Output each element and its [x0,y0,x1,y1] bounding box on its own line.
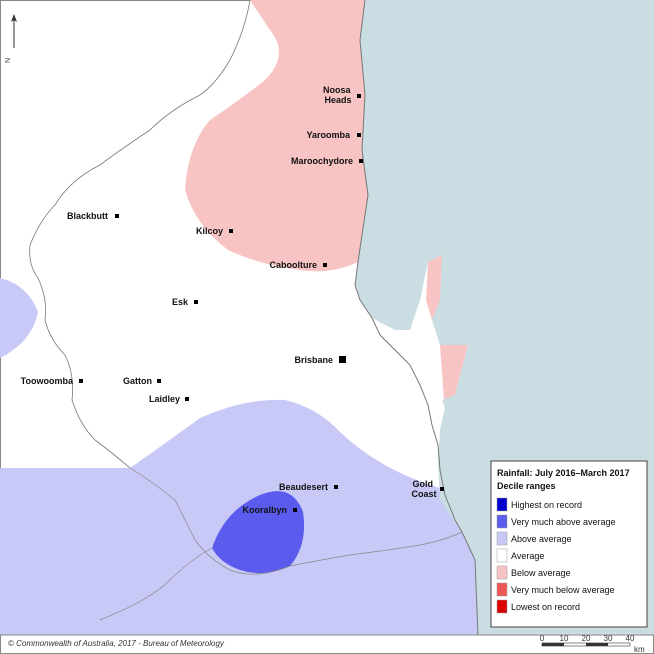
label-beaudesert: Beaudesert [279,482,328,492]
marker-yaroomba [357,133,361,137]
legend-swatch [496,497,508,512]
scale-bar-segment [586,643,608,646]
below-average-region-north [185,0,368,272]
label-brisbane: Brisbane [294,355,333,365]
legend-label: Lowest on record [511,602,580,612]
legend-swatch [496,599,508,614]
inland-boundary-south [99,547,213,621]
marker-caboolture [323,263,327,267]
marker-esk [194,300,198,304]
label-esk: Esk [172,297,189,307]
legend-label: Below average [511,568,571,578]
legend-label: Above average [511,534,572,544]
very-much-above-average-region [212,491,305,574]
legend-label: Highest on record [511,500,582,510]
legend-title: Rainfall: July 2016–March 2017 [497,468,630,478]
marker-noosa-heads [357,94,361,98]
legend-items: Highest on record Very much above average… [496,497,616,614]
marker-laidley [185,397,189,401]
scale-bar: 0 10 20 30 40 km [540,634,645,654]
label-kooralbyn: Kooralbyn [242,505,287,515]
marker-kooralbyn [293,508,297,512]
scale-unit: km [634,645,645,654]
coastline [354,0,479,636]
marker-toowoomba [79,379,83,383]
legend-box [490,460,648,628]
north-arrow: N [5,14,17,63]
label-kilcoy: Kilcoy [196,226,223,236]
north-arrow-icon [11,14,17,22]
scale-tick-label: 40 [626,634,635,643]
legend: Rainfall: July 2016–March 2017 Decile ra… [490,460,648,628]
label-yaroomba: Yaroomba [306,130,351,140]
marker-beaudesert [334,485,338,489]
legend-swatch [496,531,508,546]
marker-gold-coast [440,487,444,491]
legend-subtitle: Decile ranges [497,481,556,491]
label-noosa-heads: Noosa Heads [323,85,353,105]
legend-label: Very much above average [511,517,616,527]
label-maroochydore: Maroochydore [291,156,353,166]
label-gatton: Gatton [123,376,152,386]
marker-blackbutt [115,214,119,218]
scale-tick-label: 30 [604,634,613,643]
marker-gatton [157,379,161,383]
scale-tick-label: 20 [582,634,591,643]
inland-boundary [129,467,463,575]
scale-tick-label: 0 [540,634,545,643]
north-arrow-label: N [5,58,12,63]
marker-brisbane [339,356,346,363]
above-average-region-west [0,278,38,358]
label-blackbutt: Blackbutt [67,211,108,221]
label-gold-coast: Gold Coast [411,479,436,499]
copyright-footer: © Commonwealth of Australia, 2017 - Bure… [8,639,225,648]
legend-label: Average [511,551,544,561]
region-boundary [29,0,251,469]
below-average-region-island-north [426,255,442,320]
label-laidley: Laidley [149,394,180,404]
place-labels: Noosa Heads Yaroomba Maroochydore Blackb… [21,85,437,515]
scale-bar-segment [542,643,564,646]
label-toowoomba: Toowoomba [21,376,74,386]
scale-ticks: 0 10 20 30 40 [540,634,635,647]
marker-maroochydore [359,159,363,163]
marker-kilcoy [229,229,233,233]
below-average-region-island-south [440,345,468,400]
legend-swatch [496,582,508,597]
legend-label: Very much below average [511,585,615,595]
place-markers [79,94,444,512]
scale-tick-label: 10 [560,634,569,643]
legend-swatch [496,548,508,563]
label-caboolture: Caboolture [269,260,317,270]
legend-swatch [496,514,508,529]
legend-swatch [496,565,508,580]
